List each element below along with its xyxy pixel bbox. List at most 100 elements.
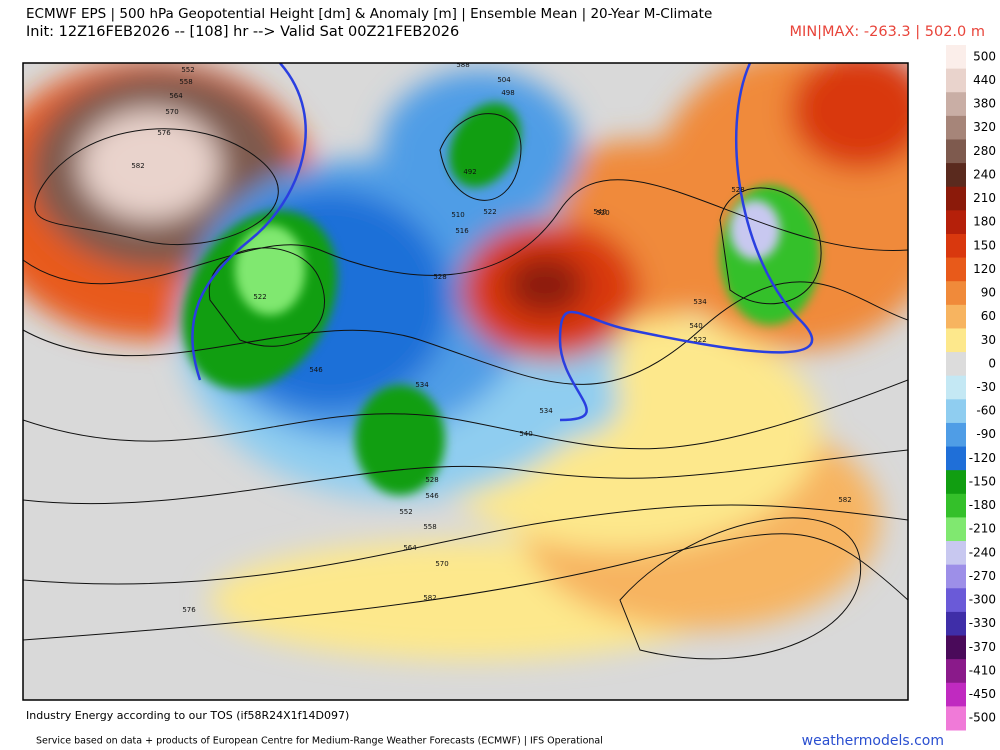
colorbar-cell: [946, 682, 966, 707]
colorbar-label: -330: [969, 616, 996, 630]
colorbar-cell: [946, 706, 966, 731]
contour-label: 552: [399, 508, 412, 516]
colorbar-label: -30: [976, 380, 996, 394]
colorbar-label: 60: [981, 309, 996, 323]
contour-label: 570: [435, 560, 448, 568]
contour-label: 522: [483, 208, 496, 216]
colorbar-label: 30: [981, 333, 996, 347]
colorbar-cell: [946, 611, 966, 637]
colorbar-label: -180: [969, 498, 996, 512]
contour-label: 570: [165, 108, 178, 116]
colorbar-label: 440: [973, 73, 996, 87]
colorbar-cell: [946, 328, 966, 353]
colorbar-cell: [946, 210, 966, 235]
min-max: MIN|MAX: -263.3 | 502.0 m: [790, 24, 985, 40]
colorbar-cell: [946, 588, 966, 613]
contour-label: 498: [501, 89, 514, 97]
colorbar-cell: [946, 493, 966, 518]
colorbar-cell: [946, 541, 966, 566]
colorbar-label: -410: [969, 663, 996, 677]
contour-label: 576: [182, 606, 196, 614]
contour-label: 582: [131, 162, 144, 170]
colorbar-cell: [946, 233, 966, 259]
colorbar-cell: [946, 375, 966, 400]
colorbar-label: 380: [973, 97, 996, 111]
colorbar-label: -370: [969, 640, 996, 654]
colorbar-cell: [946, 115, 966, 140]
contour-label: 558: [423, 523, 436, 531]
contour-label: 528: [425, 476, 438, 484]
contour-label: 504: [497, 76, 511, 84]
colorbar-cell: [946, 470, 966, 495]
contour-label: 564: [169, 92, 183, 100]
colorbar-label: 280: [973, 144, 996, 158]
colorbar-label: -270: [969, 569, 996, 583]
colorbar-label: 0: [988, 356, 996, 370]
contour-label: 540: [593, 208, 606, 216]
colorbar-cell: [946, 517, 966, 542]
contour-label: 582: [423, 594, 436, 602]
colorbar-label: 180: [973, 215, 996, 229]
contour-label: 528: [433, 273, 446, 281]
contour-label: 522: [253, 293, 266, 301]
colorbar-cell: [946, 659, 966, 684]
title: ECMWF EPS | 500 hPa Geopotential Height …: [26, 6, 712, 22]
contour-label: 516: [455, 227, 469, 235]
colorbar-label: 120: [973, 262, 996, 276]
contour-label: 522: [693, 336, 706, 344]
colorbar-cell: [946, 163, 966, 188]
colorbar-label: 500: [973, 49, 996, 63]
contour-label: 564: [403, 544, 417, 552]
colorbar-cell: [946, 399, 966, 424]
contour-label: 546: [425, 492, 439, 500]
contour-label: 534: [415, 381, 429, 389]
colorbar-cell: [946, 352, 966, 377]
contour-label: 534: [539, 407, 553, 415]
colorbar-label: -500: [969, 711, 996, 725]
colorbar-label: 320: [973, 120, 996, 134]
colorbar-cell: [946, 564, 966, 589]
colorbar-cell: [946, 139, 966, 164]
colorbar-label: 210: [973, 191, 996, 205]
colorbar-cell: [946, 304, 966, 329]
colorbar-cell: [946, 446, 966, 471]
colorbar-cell: [946, 635, 966, 660]
colorbar-label: 240: [973, 167, 996, 181]
map-frame: [22, 62, 909, 701]
colorbar-cell: [946, 422, 966, 448]
contour-label: 540: [519, 430, 532, 438]
contour-label: 552: [181, 66, 194, 74]
contour-label: 546: [309, 366, 323, 374]
colorbar-label: -120: [969, 451, 996, 465]
colorbar-label: -60: [976, 404, 996, 418]
footer-note: Industry Energy according to our TOS (if…: [26, 709, 349, 722]
contour-label: 582: [838, 496, 851, 504]
colorbar-label: 90: [981, 286, 996, 300]
contour-label: 540: [689, 322, 702, 330]
contour-label: 588: [456, 61, 469, 69]
colorbar-label: -300: [969, 593, 996, 607]
contour-label: 534: [693, 298, 707, 306]
colorbar-cell: [946, 281, 966, 306]
colorbar-label: -450: [969, 687, 996, 701]
brand: weathermodels.com: [802, 733, 944, 749]
contour-label: 558: [179, 78, 192, 86]
subtitle: Init: 12Z16FEB2026 -- [108] hr --> Valid…: [26, 24, 459, 40]
colorbar-cell: [946, 92, 966, 117]
colorbar-cell: [946, 68, 966, 93]
contour-label: 576: [157, 129, 171, 137]
footer-source: Service based on data + products of Euro…: [36, 736, 603, 747]
colorbar-label: -90: [976, 427, 996, 441]
map: 552 558 564 570 576 582 504 498 492 510 516 522 522 5…: [23, 61, 908, 700]
contour-label: 528: [731, 186, 744, 194]
colorbar-cell: [946, 45, 966, 70]
colorbar-label: -240: [969, 545, 996, 559]
colorbar-label: -150: [969, 474, 996, 488]
colorbar-label: 150: [973, 238, 996, 252]
contour-label: 520: [596, 209, 609, 217]
colorbar-cell: [946, 257, 966, 282]
contour-label: 492: [463, 168, 476, 176]
contour-label: 510: [451, 211, 464, 219]
colorbar-label: -210: [969, 522, 996, 536]
